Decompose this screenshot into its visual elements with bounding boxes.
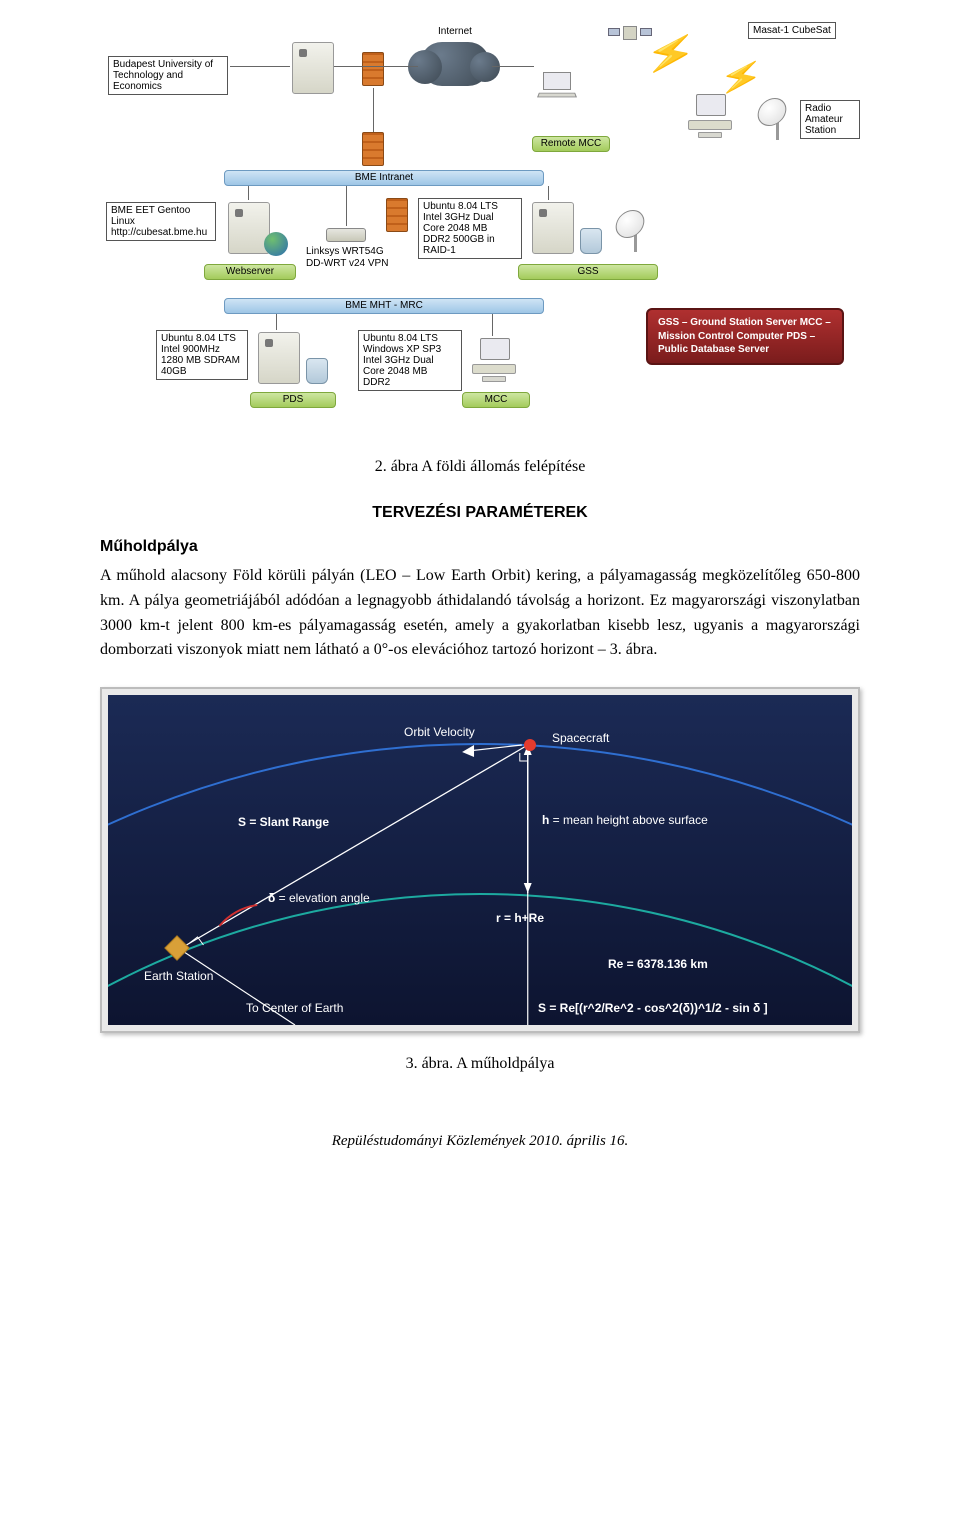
figure2-caption: 3. ábra. A műholdpálya — [100, 1055, 860, 1073]
h-label: h = mean height above surface — [542, 813, 708, 827]
bme-intranet-bar: BME Intranet — [224, 170, 544, 186]
radio-amateur-box: Radio Amateur Station — [800, 100, 860, 139]
orbit-velocity-label: Orbit Velocity — [404, 725, 475, 739]
firewall-icon — [386, 198, 408, 232]
masat-label: Masat-1 CubeSat — [753, 25, 831, 36]
dish-icon — [758, 98, 794, 134]
delta-desc: = elevation angle — [275, 891, 369, 905]
wire — [334, 66, 418, 67]
bme-eet-box: BME EET Gentoo Linux http://cubesat.bme.… — [106, 202, 216, 241]
gss-label: GSS — [577, 266, 598, 277]
pds-spec-label: Ubuntu 8.04 LTS Intel 900MHz 1280 MB SDR… — [161, 333, 240, 377]
mcc-label: MCC — [485, 394, 508, 405]
mcc-bar: MCC — [462, 392, 530, 408]
firewall-icon — [362, 52, 384, 86]
figure1-caption: 2. ábra A földi állomás felépítése — [100, 458, 860, 476]
bolt-icon: ⚡ — [642, 25, 700, 81]
firewall-icon — [362, 132, 384, 166]
bme-eet-label: BME EET Gentoo Linux http://cubesat.bme.… — [111, 205, 207, 238]
internet-label: Internet — [438, 26, 472, 38]
slant-range-label: S = Slant Range — [238, 815, 329, 829]
pds-spec-box: Ubuntu 8.04 LTS Intel 900MHz 1280 MB SDR… — [156, 330, 248, 380]
r-equation: r = h+Re — [496, 911, 544, 925]
pds-label: PDS — [283, 394, 304, 405]
mcc-spec-box: Ubuntu 8.04 LTS Windows XP SP3 Intel 3GH… — [358, 330, 462, 391]
mcc-spec-label: Ubuntu 8.04 LTS Windows XP SP3 Intel 3GH… — [363, 333, 441, 388]
subheading: Műholdpálya — [100, 538, 860, 556]
delta-label: δ = elevation angle — [268, 891, 370, 905]
bme-mht-bar: BME MHT - MRC — [224, 298, 544, 314]
dish-icon — [616, 210, 652, 246]
db-icon — [580, 228, 602, 254]
masat-box: Masat-1 CubeSat — [748, 22, 836, 39]
slant-formula: S = Re[(r^2/Re^2 - cos^2(δ))^1/2 - sin δ… — [538, 1001, 768, 1015]
pc-icon — [472, 338, 516, 378]
earth-station-label: Earth Station — [144, 969, 213, 983]
re-value: Re = 6378.136 km — [608, 957, 708, 971]
wire — [346, 186, 347, 226]
webserver-bar: Webserver — [204, 264, 296, 280]
bme-intranet-label: BME Intranet — [355, 172, 413, 183]
remote-mcc-label: Remote MCC — [541, 138, 602, 149]
db-icon — [306, 358, 328, 384]
gss-spec-label: Ubuntu 8.04 LTS Intel 3GHz Dual Core 204… — [423, 201, 498, 256]
cloud-icon — [420, 42, 490, 86]
webserver-label: Webserver — [226, 266, 274, 277]
server-icon — [258, 332, 300, 384]
orbit-figure-frame: Spacecraft Orbit Velocity S = Slant Rang… — [100, 687, 860, 1033]
body-paragraph: A műhold alacsony Föld körüli pályán (LE… — [100, 564, 860, 663]
rack-server-icon — [292, 42, 334, 94]
orbit-diagram: Spacecraft Orbit Velocity S = Slant Rang… — [108, 695, 852, 1025]
bme-mht-label: BME MHT - MRC — [345, 300, 423, 311]
wire — [548, 186, 549, 200]
gss-spec-box: Ubuntu 8.04 LTS Intel 3GHz Dual Core 204… — [418, 198, 522, 259]
h-desc: = mean height above surface — [549, 813, 707, 827]
wire — [492, 314, 493, 336]
wire — [492, 66, 534, 67]
wire — [373, 88, 374, 132]
router-icon — [326, 228, 366, 242]
section-heading: TERVEZÉSI PARAMÉTEREK — [100, 504, 860, 522]
budapest-univ-box: Budapest University of Technology and Ec… — [108, 56, 228, 95]
network-diagram: Budapest University of Technology and Ec… — [100, 20, 860, 440]
pc-icon — [688, 94, 732, 134]
pds-bar: PDS — [250, 392, 336, 408]
spacecraft-label: Spacecraft — [552, 731, 609, 745]
legend-text: GSS – Ground Station Server MCC – Missio… — [658, 317, 831, 355]
legend-box: GSS – Ground Station Server MCC – Missio… — [646, 308, 844, 365]
wire — [230, 66, 290, 67]
remote-mcc-bar: Remote MCC — [532, 136, 610, 152]
wire — [276, 314, 277, 330]
satellite-icon — [610, 20, 650, 46]
geometry-lines — [108, 695, 852, 1025]
server-icon — [532, 202, 574, 254]
to-center-label: To Center of Earth — [246, 1001, 343, 1015]
laptop-icon — [538, 72, 576, 100]
router-label: Linksys WRT54G DD-WRT v24 VPN — [306, 246, 388, 270]
radio-amateur-label: Radio Amateur Station — [805, 103, 843, 136]
globe-icon — [264, 232, 288, 256]
budapest-univ-label: Budapest University of Technology and Ec… — [113, 59, 213, 92]
wire — [248, 186, 249, 200]
gss-bar: GSS — [518, 264, 658, 280]
page-footer: Repüléstudományi Közlemények 2010. ápril… — [100, 1133, 860, 1150]
